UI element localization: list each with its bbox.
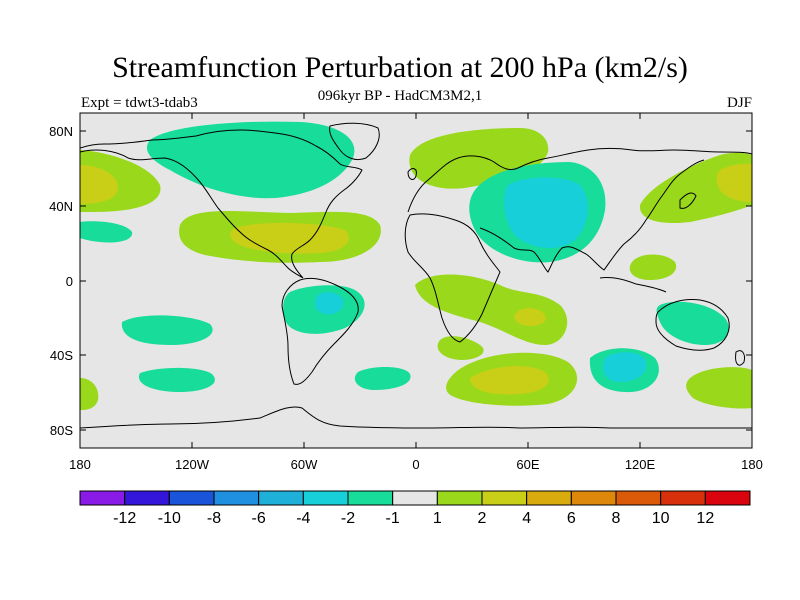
colorbar-box	[481, 490, 528, 506]
y-tick-label: 0	[66, 274, 73, 289]
anomaly-region	[437, 336, 484, 360]
colorbar-label: 8	[612, 510, 621, 527]
coastline-japan	[679, 192, 697, 209]
anomaly-region	[121, 315, 213, 345]
anomaly-region	[80, 221, 133, 243]
colorbar-label: -8	[207, 510, 221, 527]
anomaly-core	[504, 177, 588, 249]
coastlines	[80, 122, 752, 429]
x-tick-label: 120E	[625, 457, 656, 472]
colorbar-box	[79, 490, 126, 506]
colorbar-label: -12	[113, 510, 136, 527]
coastline-north-america	[80, 129, 363, 279]
colorbar-label: -4	[296, 510, 310, 527]
coastline-uk	[407, 168, 417, 180]
anomaly-core	[80, 165, 118, 204]
chart-title: Streamfunction Perturbation at 200 hPa (…	[112, 51, 688, 84]
colorbar-label: -1	[386, 510, 400, 527]
coastline-africa	[404, 213, 501, 343]
anomaly-core	[514, 307, 546, 326]
colorbar-label: -2	[341, 510, 355, 527]
colorbar: -12 -10 -8 -6 -4 -2 -1 1 2 4 6 8 10 12	[79, 490, 751, 527]
colorbar-label: -10	[158, 510, 181, 527]
colorbar-label: -6	[252, 510, 266, 527]
colorbar-box	[213, 490, 260, 506]
anomaly-core	[716, 163, 752, 202]
anomaly-region	[146, 121, 355, 199]
colorbar-box	[704, 490, 751, 506]
colorbar-box	[436, 490, 483, 506]
x-tick-label: 180	[69, 457, 91, 472]
colorbar-box	[615, 490, 662, 506]
anomaly-core	[603, 352, 647, 382]
y-axis	[80, 130, 752, 431]
anomaly-core	[314, 292, 344, 315]
coastline-australia	[655, 299, 730, 351]
anomaly-region	[629, 254, 677, 280]
y-tick-label: 40N	[49, 199, 73, 214]
y-tick-label: 40S	[50, 348, 73, 363]
colorbar-label: 12	[696, 510, 714, 527]
coastline-asia	[479, 159, 705, 273]
colorbar-label: 1	[433, 510, 442, 527]
colorbar-box	[302, 490, 349, 506]
coastline-greenland	[329, 122, 380, 161]
colorbar-box	[392, 490, 438, 506]
x-tick-label: 60E	[516, 457, 539, 472]
chart-subtitle: 096kyr BP - HadCM3M2,1	[317, 88, 483, 104]
x-tick-labels: 180 120W 60W 0 60E 120E 180	[69, 457, 763, 472]
colorbar-box	[347, 490, 394, 506]
colorbar-box	[660, 490, 706, 506]
colorbar-box	[258, 490, 304, 506]
anomaly-region	[354, 366, 411, 390]
anomaly-region	[138, 367, 215, 392]
x-tick-label: 120W	[175, 457, 210, 472]
x-tick-label: 60W	[291, 457, 318, 472]
colorbar-label: 2	[478, 510, 487, 527]
y-tick-label: 80N	[49, 124, 73, 139]
x-axis	[79, 113, 753, 448]
experiment-label: Expt = tdwt3-tdab3	[81, 95, 198, 111]
coastline-indonesia	[599, 277, 667, 293]
colorbar-box	[168, 490, 215, 506]
x-tick-label: 180	[741, 457, 763, 472]
y-tick-labels: 80N 40N 0 40S 80S	[49, 124, 73, 438]
negative-anomaly-cores	[314, 177, 647, 382]
colorbar-box	[124, 490, 170, 506]
anomaly-core	[470, 366, 549, 395]
coastline-new-zealand	[735, 350, 745, 366]
season-label: DJF	[726, 95, 752, 111]
colorbar-label: 6	[567, 510, 576, 527]
anomaly-region	[656, 301, 729, 345]
coastline-antarctica	[80, 406, 752, 429]
colorbar-label: 10	[652, 510, 670, 527]
anomaly-region	[686, 367, 752, 409]
anomaly-region	[80, 378, 99, 410]
x-tick-label: 0	[412, 457, 419, 472]
colorbar-label: 4	[522, 510, 531, 527]
anomaly-field	[80, 121, 752, 429]
coastline-europe	[407, 148, 752, 213]
anomaly-region	[415, 274, 568, 345]
coastline-south-america	[281, 277, 359, 385]
colorbar-box	[526, 490, 572, 506]
y-tick-label: 80S	[50, 423, 73, 438]
colorbar-box	[570, 490, 617, 506]
